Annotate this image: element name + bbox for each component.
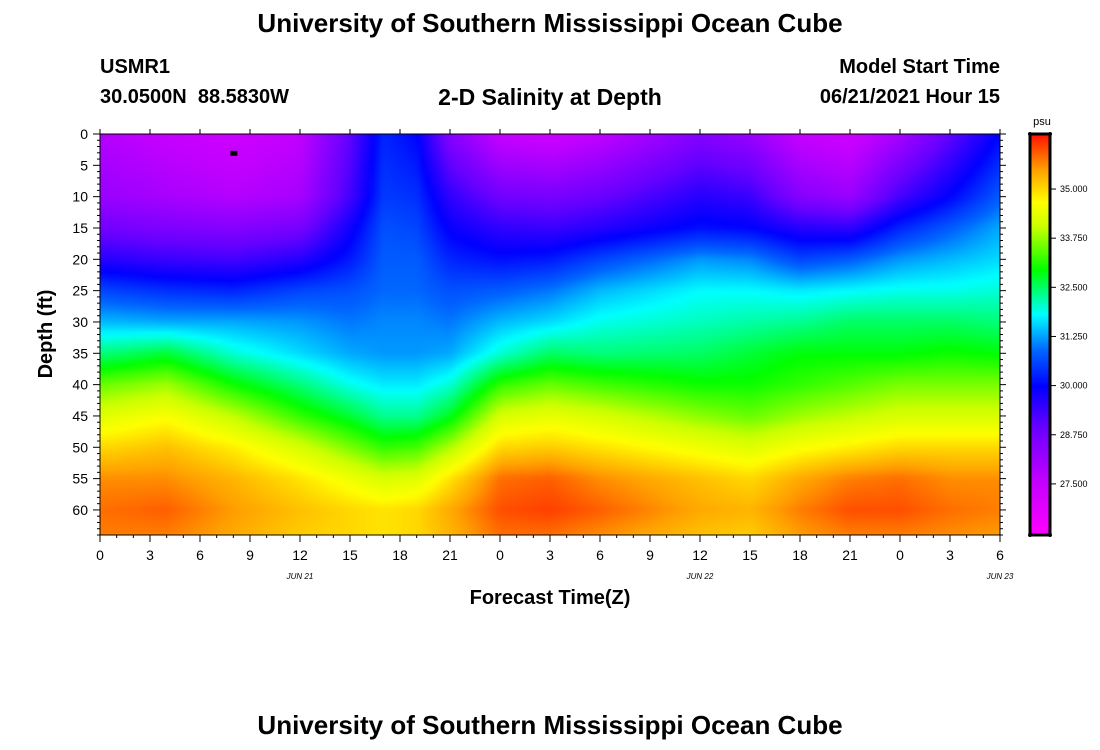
y-tick-label: 0 [80,126,88,142]
date-label: JUN 23 [986,572,1014,581]
top-axis [99,129,1001,134]
x-tick-label: 18 [792,547,808,563]
x-tick-label: 3 [946,547,954,563]
colorbar-label: 28.750 [1060,430,1088,440]
y-tick-label: 30 [72,314,88,330]
x-tick-label: 6 [996,547,1004,563]
x-tick-label: 0 [896,547,904,563]
x-tick-label: 15 [342,547,358,563]
station-coordinates: 30.0500N 88.5830W [100,86,290,108]
x-tick-label: 18 [392,547,408,563]
date-label: JUN 22 [686,572,714,581]
salinity-heatmap [100,134,1000,535]
y-tick-label: 20 [72,251,88,267]
footer-title: University of Southern Mississippi Ocean… [257,710,843,740]
page-title: University of Southern Mississippi Ocean… [257,8,843,38]
x-tick-label: 3 [546,547,554,563]
x-axis-title: Forecast Time(Z) [470,587,631,609]
y-tick-label: 10 [72,189,88,205]
x-tick-label: 0 [496,547,504,563]
x-tick-label: 21 [442,547,458,563]
colorbar-unit: psu [1033,116,1051,128]
y-tick-label: 25 [72,283,88,299]
x-tick-label: 9 [246,547,254,563]
x-axis: 0 3 6 9 12 15 18 21 0 3 6 9 12 15 18 21 0 3 6 JUN 21 JUN 22 J… [96,535,1014,581]
colorbar [1028,132,1052,537]
y-tick-label: 40 [72,377,88,393]
x-tick-label: 21 [842,547,858,563]
y-tick-label: 45 [72,408,88,424]
colorbar-label: 33.750 [1060,233,1088,243]
colorbar-label: 27.500 [1060,479,1088,489]
x-tick-label: 6 [196,547,204,563]
colorbar-label: 35.000 [1060,184,1088,194]
y-tick-label: 60 [72,502,88,518]
x-tick-label: 0 [96,547,104,563]
x-tick-label: 12 [692,547,708,563]
y-tick-label: 50 [72,439,88,455]
y-tick-label: 5 [80,157,88,173]
y-tick-label: 15 [72,220,88,236]
x-tick-label: 15 [742,547,758,563]
colorbar-label: 30.000 [1060,381,1088,391]
y-axis: 0 5 10 15 20 25 30 35 40 45 50 55 60 [72,126,100,536]
model-start-value: 06/21/2021 Hour 15 [819,86,1000,108]
colorbar-labels: 35.000 33.750 32.500 31.250 30.000 28.750 27.5… [1050,184,1088,489]
model-start-label: Model Start Time [839,56,1000,78]
right-axis [1000,133,1006,536]
x-tick-label: 3 [146,547,154,563]
plot-title: 2-D Salinity at Depth [438,84,662,110]
colorbar-label: 31.250 [1060,331,1088,341]
date-label: JUN 21 [286,572,314,581]
y-tick-label: 35 [72,345,88,361]
colorbar-label: 32.500 [1060,282,1088,292]
marker-point [230,150,238,156]
y-tick-label: 55 [72,471,88,487]
x-tick-label: 12 [292,547,308,563]
x-tick-label: 9 [646,547,654,563]
x-tick-label: 6 [596,547,604,563]
y-axis-title: Depth (ft) [35,290,57,379]
station-id: USMR1 [100,56,171,78]
